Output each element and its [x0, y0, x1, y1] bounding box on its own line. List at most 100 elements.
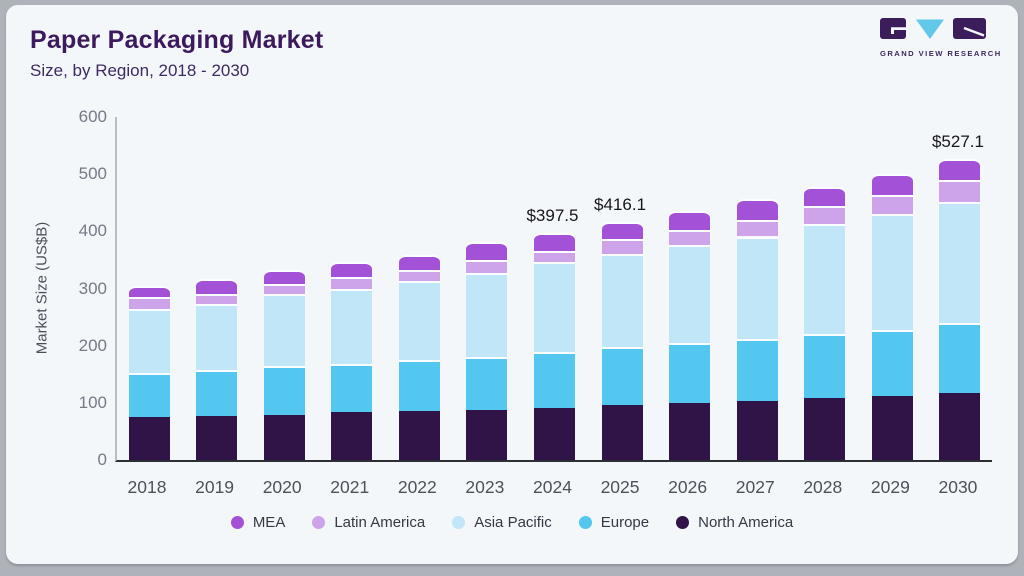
- stacked-bar-2024: [533, 232, 575, 460]
- stacked-bar-2030: [939, 158, 981, 460]
- bar-segment-asia-pacific: [398, 281, 440, 360]
- legend-label: North America: [698, 514, 794, 531]
- stacked-bar-2029: [871, 174, 913, 460]
- bar-segment-north-america: [804, 398, 846, 460]
- bar-segment-asia-pacific: [128, 309, 170, 373]
- bar-segment-mea: [398, 255, 440, 271]
- stacked-bar-2019: [196, 278, 238, 460]
- legend-swatch-icon: [452, 516, 466, 529]
- y-tick-label: 0: [97, 450, 107, 469]
- bar-segment-asia-pacific: [601, 253, 643, 348]
- bar-segment-latin-america: [669, 229, 711, 246]
- bar-segment-latin-america: [331, 276, 373, 290]
- stacked-bar-2021: [331, 262, 373, 460]
- bar-total-label: $527.1: [931, 131, 984, 151]
- bar-segment-north-america: [871, 395, 913, 460]
- legend-label: Europe: [600, 514, 650, 531]
- gvr-logo-text: GRAND VIEW RESEARCH: [880, 49, 1002, 58]
- plot-area: [115, 117, 992, 462]
- stacked-bar-2018: [128, 286, 170, 460]
- bar-segment-asia-pacific: [263, 294, 305, 367]
- bar-segment-mea: [939, 158, 981, 180]
- bar-total-label: $397.5: [526, 205, 579, 225]
- bar-segment-asia-pacific: [466, 273, 508, 357]
- legend-item-latin-america: Latin America: [312, 514, 425, 531]
- x-tick-label: 2027: [735, 477, 775, 497]
- bar-segment-europe: [398, 359, 440, 411]
- bar-segment-europe: [196, 369, 238, 416]
- legend-label: Asia Pacific: [474, 514, 552, 531]
- x-tick-label: 2019: [195, 477, 235, 497]
- bar-segment-asia-pacific: [196, 303, 238, 370]
- bar-segment-north-america: [533, 407, 575, 460]
- legend-item-north-america: North America: [676, 514, 793, 531]
- bar-segment-mea: [466, 242, 508, 260]
- bar-segment-mea: [196, 278, 238, 294]
- bar-segment-latin-america: [804, 206, 846, 224]
- stacked-bar-2022: [398, 255, 440, 460]
- bar-segment-mea: [263, 270, 305, 284]
- legend-label: Latin America: [334, 514, 426, 531]
- bar-segment-asia-pacific: [871, 214, 913, 330]
- bar-segment-north-america: [669, 403, 711, 460]
- legend-swatch-icon: [676, 516, 690, 529]
- page-title: Paper Packaging Market: [30, 26, 324, 54]
- bar-segment-europe: [736, 339, 778, 402]
- legend-item-asia-pacific: Asia Pacific: [452, 514, 552, 531]
- gvr-logo: GRAND VIEW RESEARCH: [880, 18, 1002, 58]
- bar-segment-europe: [669, 343, 711, 404]
- bar-segment-latin-america: [196, 293, 238, 304]
- y-tick-label: 200: [78, 335, 107, 355]
- bar-segment-mea: [128, 286, 170, 298]
- bar-segment-latin-america: [601, 238, 643, 254]
- page-subtitle: Size, by Region, 2018 - 2030: [30, 61, 250, 80]
- y-tick-label: 600: [78, 107, 107, 126]
- x-tick-label: 2029: [870, 477, 910, 497]
- x-tick-label: 2028: [803, 477, 843, 497]
- bar-segment-europe: [466, 356, 508, 410]
- x-tick-label: 2021: [330, 477, 370, 497]
- x-tick-label: 2022: [397, 477, 437, 497]
- bar-segment-asia-pacific: [669, 245, 711, 344]
- bar-segment-europe: [331, 363, 373, 412]
- bar-segment-mea: [533, 232, 575, 251]
- bar-total-label: $416.1: [594, 195, 647, 215]
- bar-segment-asia-pacific: [939, 201, 981, 324]
- y-tick-label: 500: [78, 164, 107, 184]
- bar-segment-mea: [871, 174, 913, 196]
- y-tick-label: 300: [78, 278, 107, 298]
- legend-label: MEA: [252, 514, 286, 531]
- stacked-bar-2020: [263, 270, 305, 460]
- y-tick-label: 100: [78, 392, 107, 412]
- stacked-bar-2027: [736, 198, 778, 460]
- bar-segment-europe: [263, 366, 305, 415]
- bar-segment-latin-america: [939, 179, 981, 202]
- legend-swatch-icon: [312, 516, 326, 529]
- bar-segment-north-america: [263, 414, 305, 460]
- stacked-bar-2025: [601, 222, 643, 460]
- legend: MEA Latin America Asia Pacific Europe North …: [0, 514, 1024, 531]
- bar-segment-mea: [331, 262, 373, 277]
- bar-segment-latin-america: [263, 283, 305, 295]
- x-tick-label: 2030: [938, 477, 978, 497]
- bar-segment-latin-america: [466, 259, 508, 274]
- bar-segment-europe: [533, 351, 575, 408]
- bar-segment-north-america: [939, 393, 981, 460]
- bar-segment-latin-america: [736, 219, 778, 237]
- bar-segment-north-america: [196, 415, 238, 460]
- bar-segment-north-america: [128, 416, 170, 460]
- legend-item-mea: MEA: [230, 514, 286, 531]
- gvr-logo-icon: [880, 18, 986, 39]
- chart-card: [6, 5, 1018, 564]
- x-tick-label: 2026: [668, 477, 708, 497]
- bar-segment-north-america: [466, 409, 508, 460]
- bar-segment-mea: [804, 186, 846, 207]
- bar-segment-latin-america: [871, 195, 913, 215]
- x-tick-label: 2024: [533, 477, 572, 497]
- bar-segment-latin-america: [398, 270, 440, 282]
- legend-swatch-icon: [578, 516, 592, 529]
- bar-segment-europe: [601, 347, 643, 406]
- bar-segment-asia-pacific: [736, 236, 778, 340]
- stacked-bar-2026: [669, 211, 711, 460]
